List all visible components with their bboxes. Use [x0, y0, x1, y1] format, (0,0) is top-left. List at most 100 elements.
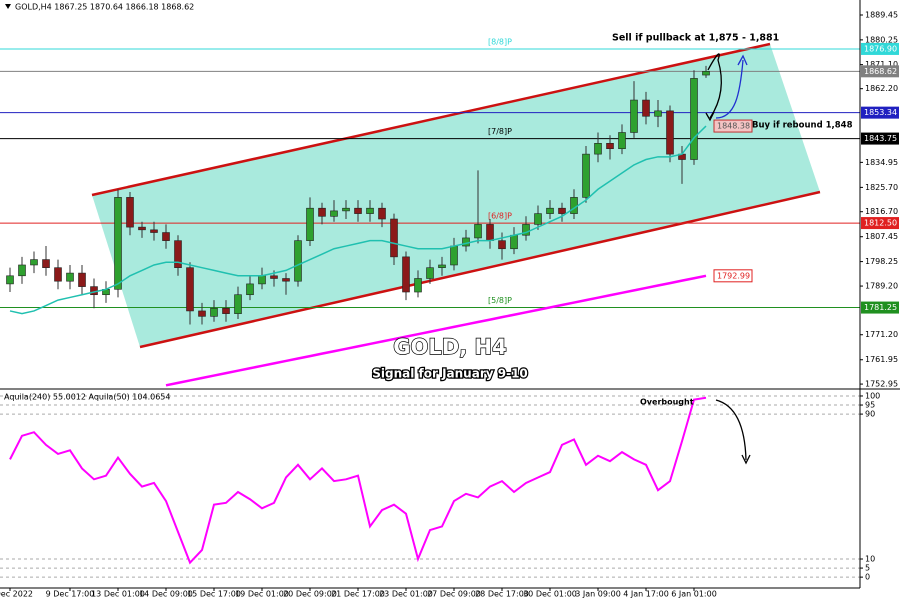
x-tick-label: 27 Dec 09:00: [427, 590, 481, 599]
x-tick-label: 19 Dec 01:00: [235, 590, 289, 599]
osc-header: Aquila(240) 55.0012 Aquila(50) 104.0654: [4, 393, 170, 402]
candle-body: [258, 275, 266, 285]
y-tick-label: 5: [865, 564, 870, 573]
candle-body: [18, 264, 26, 277]
y-tick-label: 1771.20: [865, 330, 898, 339]
candle-body: [198, 310, 206, 317]
candle-body: [666, 110, 674, 155]
candle-body: [126, 197, 134, 228]
candle-body: [630, 99, 638, 133]
x-tick-label: 23 Dec 01:00: [379, 590, 433, 599]
candle-body: [42, 259, 50, 268]
x-tick-label: 15 Dec 17:00: [187, 590, 241, 599]
candle-body: [150, 229, 158, 233]
candle-body: [558, 207, 566, 214]
candle-body: [306, 207, 314, 241]
chart-header: GOLD,H4 1867.25 1870.64 1866.18 1868.62: [15, 3, 194, 12]
x-tick-label: 20 Dec 09:00: [283, 590, 337, 599]
candle-body: [498, 240, 506, 250]
moving-average: [9, 125, 707, 315]
candle-body: [78, 272, 86, 287]
buy-arrow: [715, 59, 744, 119]
candle-body: [138, 226, 146, 231]
candle-body: [282, 278, 290, 282]
sell-arrowhead: [705, 111, 715, 122]
channel-lower: [139, 190, 821, 349]
candle-body: [30, 259, 38, 266]
candle-body: [402, 256, 410, 293]
moving-average: [165, 274, 707, 387]
chart-subtitle: Signal for January 9-10: [372, 367, 528, 381]
candle-body: [294, 240, 302, 282]
y-tick-label: 100: [865, 391, 880, 400]
y-tick-label: 90: [865, 410, 875, 419]
level-tag: [861, 42, 899, 55]
ma-tag: [713, 269, 753, 283]
candle-body: [450, 245, 458, 266]
candle-body: [270, 275, 278, 279]
level-tag: [861, 65, 899, 78]
osc-arrowhead: [741, 454, 751, 465]
channel-upper: [91, 42, 771, 197]
buy-arrowhead: [737, 54, 748, 66]
candle-body: [54, 267, 62, 282]
x-tick-label: 30 Dec 01:00: [523, 590, 577, 599]
candle-body: [114, 197, 122, 290]
candle-body: [426, 267, 434, 279]
sell-arrow: [707, 53, 722, 119]
y-tick-label: 1761.95: [865, 355, 898, 364]
y-tick-label: 10: [865, 555, 875, 564]
candle-body: [186, 267, 194, 312]
annotation: Overbought: [640, 398, 694, 407]
level-label: 1853.34: [864, 108, 897, 117]
level-name: [5/8]P: [488, 296, 512, 305]
plot-layer: 1889.45 1880.25 1871.10 1862.20 1834.95 1825.…: [0, 11, 899, 599]
x-tick-label: 8 Dec 2022: [0, 590, 33, 599]
x-tick-label: 9 Dec 17:00: [46, 590, 95, 599]
y-tick-label: 95: [865, 401, 875, 410]
level-tag: [861, 132, 899, 145]
osc-arrow: [715, 399, 747, 461]
level-label: 1868.62: [864, 67, 897, 76]
candle-body: [438, 264, 446, 268]
y-tick-label: 1871.10: [865, 60, 898, 69]
candle-body: [6, 275, 14, 285]
y-tick-label: 1816.70: [865, 207, 898, 216]
candle-body: [366, 207, 374, 214]
ma-label: 1848.38: [717, 122, 750, 131]
x-tick-label: 3 Jan 09:00: [575, 590, 621, 599]
y-tick-label: 0: [865, 573, 870, 582]
candle-body: [246, 283, 254, 296]
candle-body: [546, 207, 554, 214]
level-name: [6/8]P: [488, 212, 512, 221]
candle-body: [318, 207, 326, 217]
level-label: 1812.50: [864, 219, 897, 228]
candle-body: [414, 278, 422, 293]
y-tick-label: 1752.95: [865, 380, 898, 389]
level-label: 1843.75: [864, 134, 897, 143]
level-tag: [861, 301, 899, 314]
y-tick-label: 1834.95: [865, 158, 898, 167]
y-tick-label: 1807.45: [865, 232, 898, 241]
level-name: [7/8]P: [488, 127, 512, 136]
level-label: 1781.25: [864, 303, 897, 312]
candle-body: [222, 307, 230, 314]
level-tag: [861, 217, 899, 230]
candle-body: [162, 232, 170, 241]
candle-body: [702, 71, 710, 76]
candle-body: [462, 237, 470, 247]
level-name: [8/8]P: [488, 37, 512, 46]
candle-body: [66, 272, 74, 282]
annotation: Sell if pullback at 1,875 - 1,881: [612, 33, 779, 44]
annotation: Buy if rebound 1,848: [752, 121, 853, 131]
candle-body: [210, 307, 218, 317]
candle-body: [486, 224, 494, 241]
candle-body: [474, 224, 482, 239]
candle-body: [642, 99, 650, 117]
candle-body: [594, 143, 602, 155]
candle-body: [690, 78, 698, 160]
candle-body: [390, 218, 398, 258]
candle-body: [90, 286, 98, 296]
candle-body: [534, 213, 542, 225]
